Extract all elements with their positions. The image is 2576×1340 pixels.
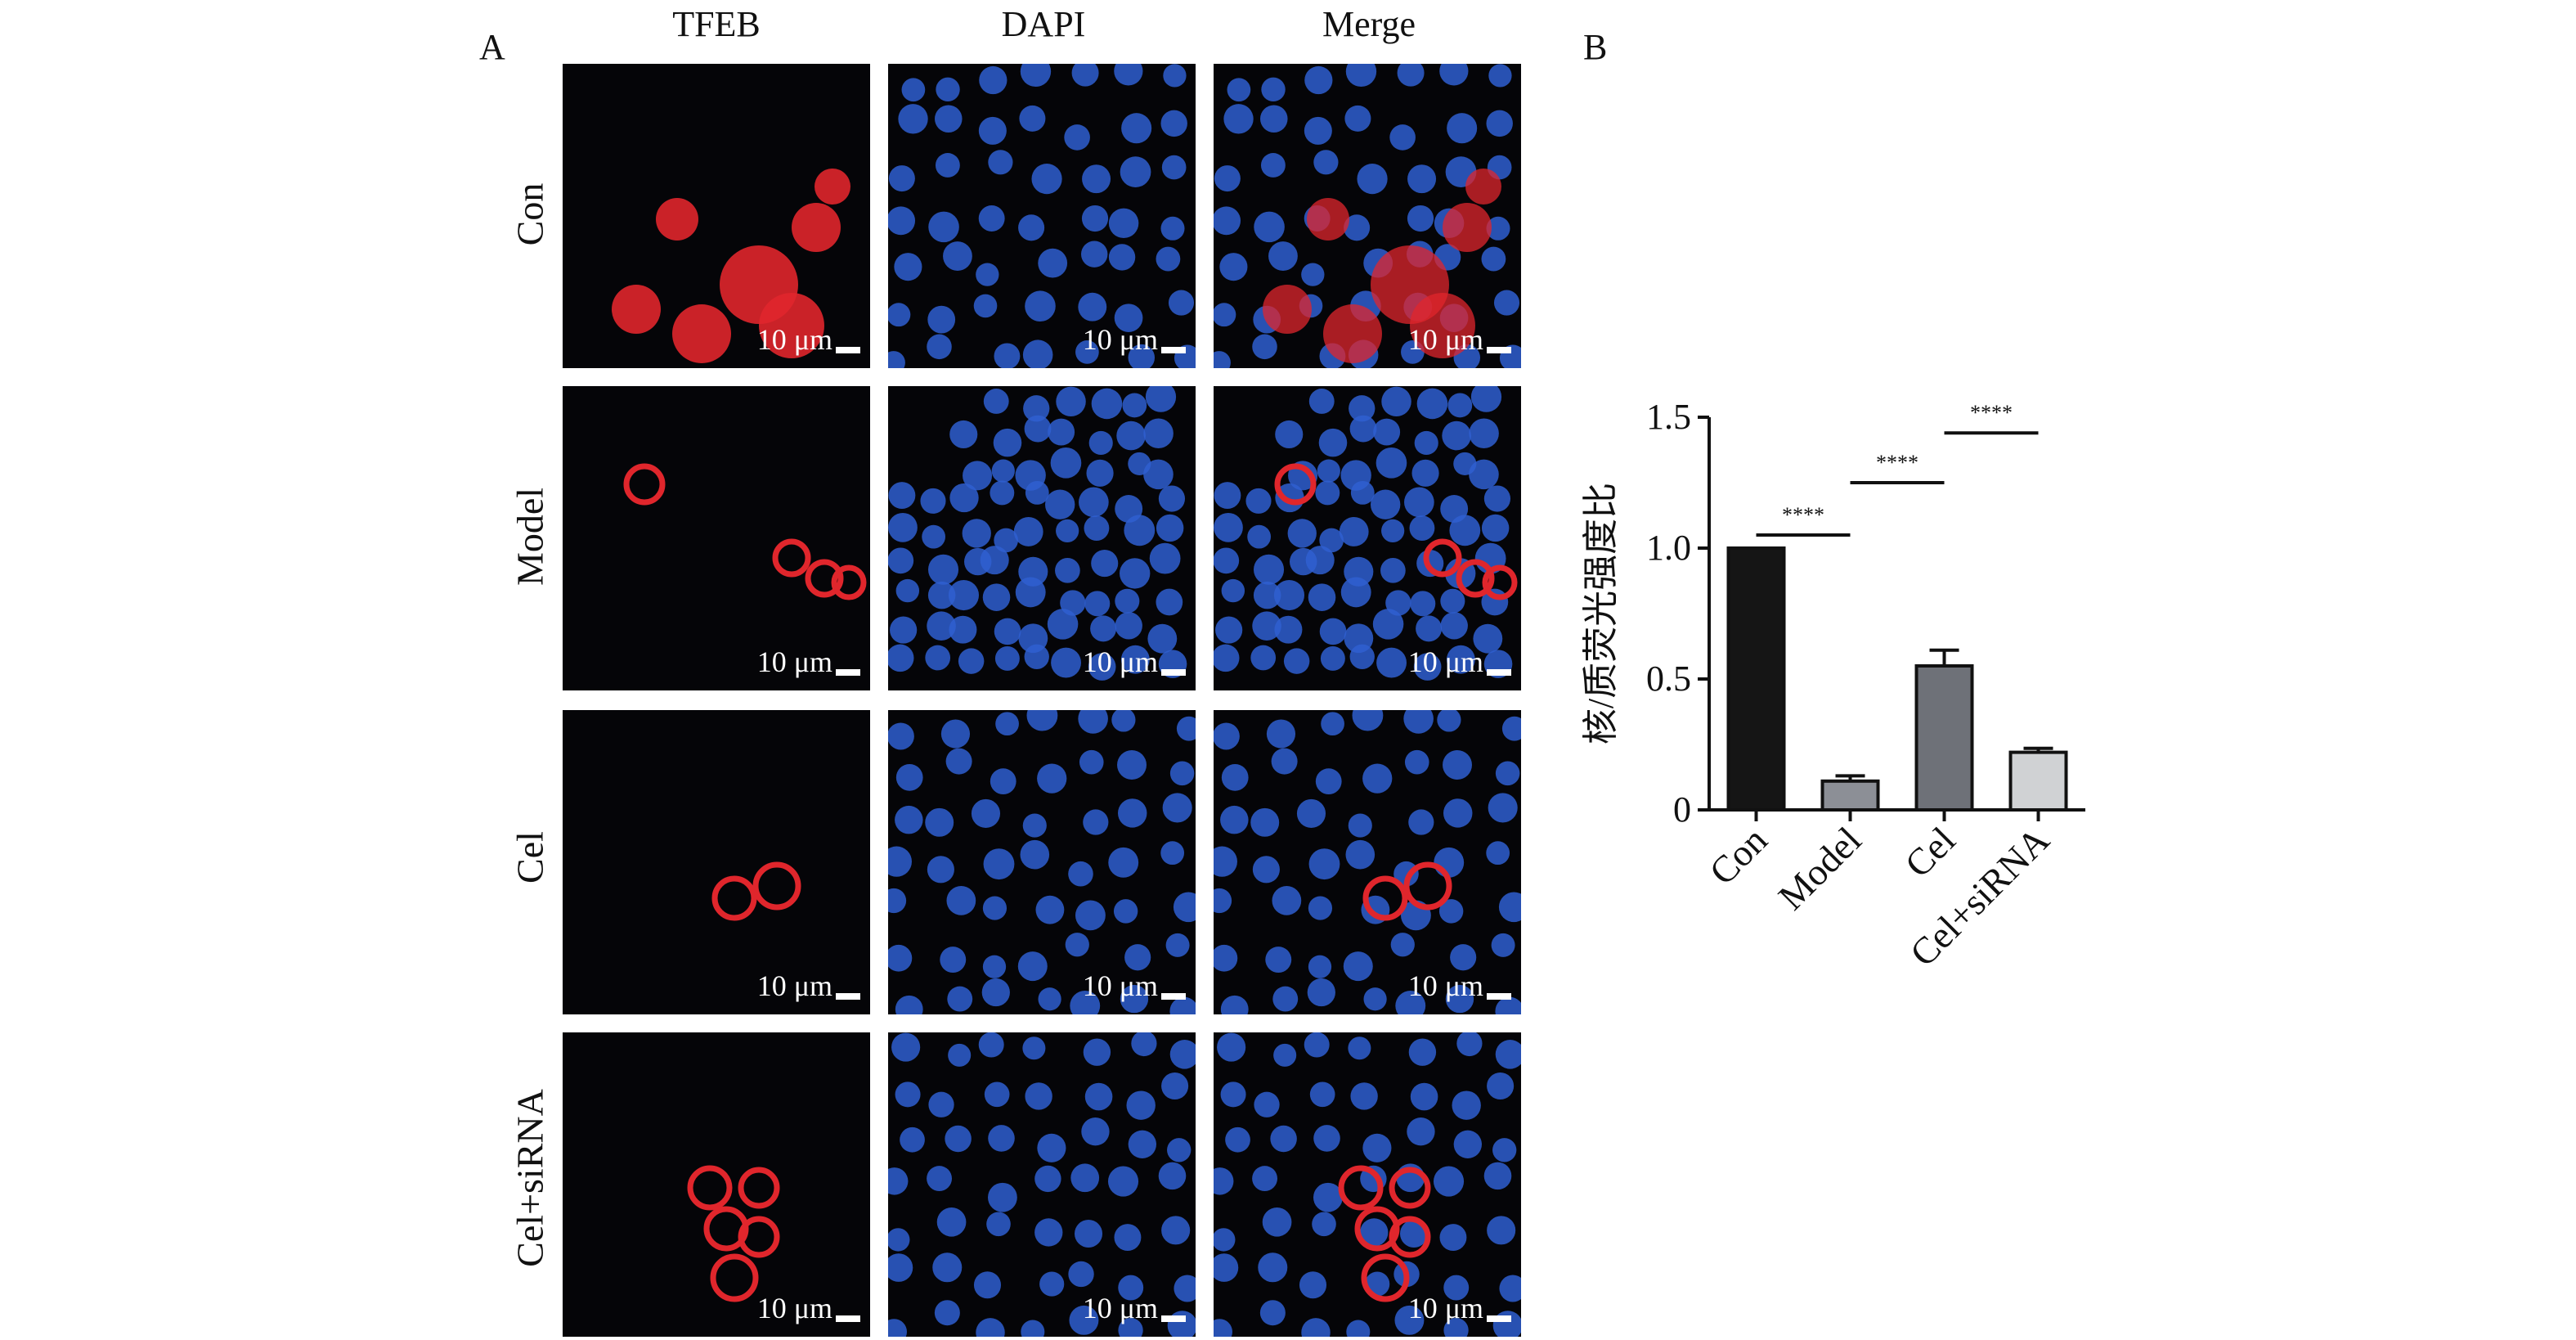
y-tick-label: 0	[1673, 789, 1691, 830]
micrograph-image	[1214, 710, 1521, 1014]
x-tick-label: Cel	[1896, 819, 1963, 885]
micrograph-cel-tfeb: 10 μm	[563, 710, 870, 1014]
scale-bar	[836, 1315, 860, 1322]
scale-bar	[836, 993, 860, 1000]
row-label-con: Con	[509, 182, 551, 246]
scale-bar	[1161, 347, 1186, 353]
scale-bar-label: 10 μm	[1082, 645, 1158, 678]
scale-bar-label: 10 μm	[1407, 645, 1483, 678]
panel-b-label: B	[1583, 27, 1608, 67]
bar-3	[2008, 750, 2068, 812]
column-header-merge: Merge	[1322, 4, 1416, 44]
micrograph-image	[1214, 1032, 1521, 1337]
y-tick-label: 1.5	[1646, 397, 1691, 437]
micrograph-con-merge: 10 μm	[1214, 64, 1521, 368]
micrograph-image	[1214, 386, 1518, 681]
scale-bar	[1161, 669, 1186, 676]
x-tick-label: Model	[1770, 819, 1869, 918]
y-axis-label: 核/质荧光强度比	[1581, 483, 1621, 744]
scale-bar-label: 10 μm	[1407, 969, 1483, 1002]
bar-1	[1820, 779, 1880, 812]
micrograph-image	[623, 463, 867, 600]
scale-bar-label: 10 μm	[1407, 1292, 1483, 1324]
micrograph-model-merge: 10 μm	[1214, 386, 1521, 690]
scale-bar	[1487, 669, 1511, 676]
significance-label: ****	[1970, 401, 2013, 425]
scale-bar	[1161, 993, 1186, 1000]
micrograph-image	[888, 386, 1187, 681]
scale-bar-label: 10 μm	[1082, 1292, 1158, 1324]
micrograph-cel-sirna-merge: 10 μm	[1214, 1032, 1521, 1337]
micrograph-cel-merge: 10 μm	[1214, 710, 1521, 1014]
micrograph-con-dapi: 10 μm	[888, 64, 1196, 368]
scale-bar-label: 10 μm	[756, 969, 832, 1002]
significance-label: ****	[1876, 451, 1919, 474]
y-tick-label: 0.5	[1646, 659, 1691, 699]
micrograph-image	[687, 1165, 780, 1302]
scale-bar	[1487, 347, 1511, 353]
scale-bar-label: 10 μm	[756, 323, 832, 356]
scale-bar	[1487, 993, 1511, 1000]
scale-bar-label: 10 μm	[756, 645, 832, 678]
row-label-cel-sirna: Cel+siRNA	[509, 1089, 551, 1267]
micrograph-image	[888, 64, 1196, 368]
micrograph-image	[888, 1032, 1196, 1337]
micrograph-cel-sirna-dapi: 10 μm	[888, 1032, 1196, 1337]
micrograph-image	[888, 710, 1196, 1014]
row-label-cel: Cel	[509, 831, 551, 884]
micrograph-image	[1214, 64, 1521, 368]
column-header-dapi: DAPI	[1001, 4, 1086, 44]
y-tick-label: 1.0	[1646, 528, 1691, 568]
panel-a-label: A	[479, 27, 505, 67]
significance-label: ****	[1782, 503, 1824, 527]
scale-bar	[1487, 1315, 1511, 1322]
bar-0	[1726, 546, 1786, 812]
micrograph-cel-dapi: 10 μm	[888, 710, 1196, 1014]
bar-2	[1914, 664, 1974, 812]
micrograph-con-tfeb: 10 μm	[563, 64, 870, 368]
scale-bar-label: 10 μm	[1082, 969, 1158, 1002]
row-label-model: Model	[509, 487, 551, 587]
micrograph-model-dapi: 10 μm	[888, 386, 1196, 690]
scale-bar-label: 10 μm	[1407, 323, 1483, 356]
micrograph-image	[711, 861, 801, 921]
x-tick-label: Con	[1701, 819, 1775, 893]
column-header-tfeb: TFEB	[672, 4, 761, 44]
scale-bar	[1161, 1315, 1186, 1322]
scale-bar-label: 10 μm	[1082, 323, 1158, 356]
scale-bar	[836, 669, 860, 676]
scale-bar-label: 10 μm	[756, 1292, 832, 1324]
micrograph-model-tfeb: 10 μm	[563, 386, 870, 690]
micrograph-cel-sirna-tfeb: 10 μm	[563, 1032, 870, 1337]
micrograph-image	[612, 169, 850, 363]
scale-bar	[836, 347, 860, 353]
